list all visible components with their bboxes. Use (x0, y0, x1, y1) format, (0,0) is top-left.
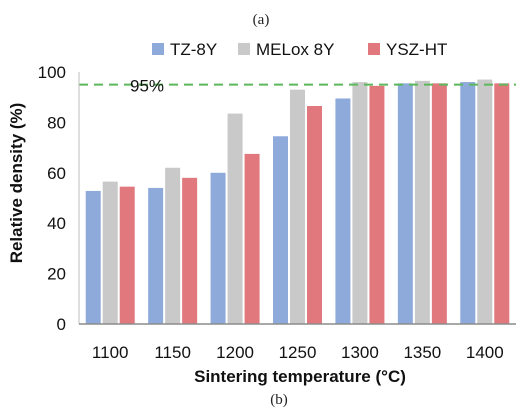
bar-tz-8y-1150 (148, 187, 164, 324)
bar-ysz-ht-1350 (431, 83, 447, 324)
bar-ysz-ht-1100 (119, 186, 135, 324)
legend: TZ-8Y MELox 8Y YSZ-HT (152, 40, 447, 59)
bar-tz-8y-1350 (397, 83, 413, 324)
legend-swatch (152, 43, 164, 55)
legend-swatch (368, 43, 380, 55)
bar-tz-8y-1200 (210, 172, 226, 324)
legend-swatch (238, 43, 250, 55)
plot-area: 0 20 40 60 80 100 1100 1150 1200 1250 1300 1350 1400… (38, 63, 516, 362)
bar-tz-8y-1250 (273, 136, 288, 324)
legend-label: YSZ-HT (386, 40, 447, 59)
bar-ysz-ht-1250 (307, 106, 322, 325)
y-tick-label: 60 (47, 164, 66, 183)
bar-ysz-ht-1200 (244, 153, 260, 324)
y-tick-label: 40 (47, 214, 66, 233)
bar-melox-8y-1100 (102, 181, 118, 324)
y-tick-label: 0 (57, 315, 66, 334)
x-tick-label: 1350 (403, 343, 441, 362)
y-tick-label: 20 (47, 265, 66, 284)
x-tick-label: 1200 (216, 343, 254, 362)
x-axis-title: Sintering temperature (°C) (194, 367, 406, 386)
top-caption: (a) (253, 12, 270, 28)
bar-tz-8y-1300 (335, 98, 351, 325)
reference-line-label: 95% (130, 77, 164, 96)
bar-melox-8y-1150 (165, 167, 181, 324)
bar-ysz-ht-1300 (369, 85, 385, 324)
bar-melox-8y-1250 (290, 89, 305, 324)
y-tick-label: 100 (38, 63, 66, 82)
bar-melox-8y-1200 (227, 113, 243, 324)
bar-ysz-ht-1150 (182, 177, 198, 324)
x-tick-label: 1300 (341, 343, 379, 362)
bar-melox-8y-1300 (352, 82, 368, 324)
x-tick-label: 1150 (154, 343, 191, 362)
x-tick-label: 1250 (279, 343, 317, 362)
x-tick-label: 1400 (466, 343, 504, 362)
legend-label: TZ-8Y (170, 40, 217, 59)
bar-ysz-ht-1400 (494, 83, 510, 324)
bar-tz-8y-1400 (460, 82, 476, 324)
bar-tz-8y-1100 (85, 190, 101, 324)
y-axis-title: Relative density (%) (7, 103, 26, 264)
bottom-caption: (b) (270, 392, 288, 408)
bar-melox-8y-1350 (414, 80, 430, 324)
legend-label: MELox 8Y (256, 40, 334, 59)
x-tick-label: 1100 (92, 343, 129, 362)
y-tick-label: 80 (47, 113, 66, 132)
bar-melox-8y-1400 (477, 79, 493, 324)
